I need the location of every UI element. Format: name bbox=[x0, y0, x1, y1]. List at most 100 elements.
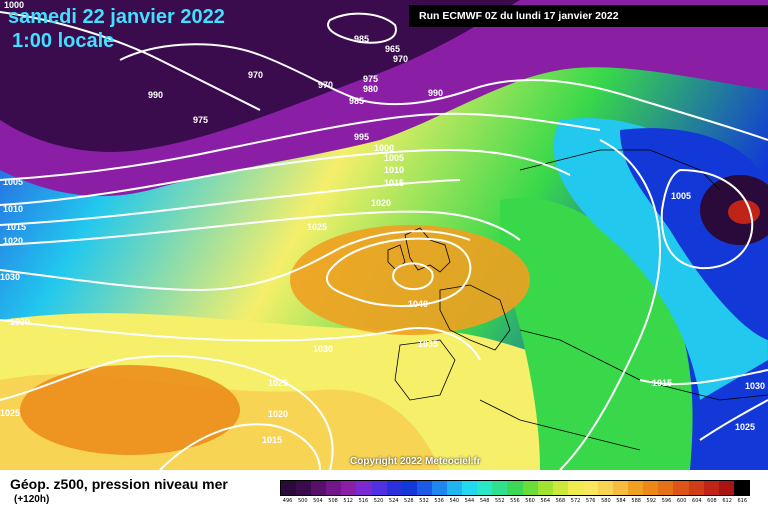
legend-tick: 616 bbox=[737, 498, 748, 504]
legend-tick: 588 bbox=[631, 498, 641, 504]
legend-tick: 568 bbox=[555, 498, 566, 504]
legend-swatch bbox=[597, 481, 614, 495]
legend-tick: 504 bbox=[313, 498, 323, 504]
legend-tick: 500 bbox=[297, 498, 308, 504]
legend-tick: 552 bbox=[494, 498, 505, 504]
legend-tick: 540 bbox=[449, 498, 460, 504]
legend-tick: 532 bbox=[419, 498, 429, 504]
legend-swatch bbox=[522, 481, 538, 495]
legend-swatch bbox=[311, 481, 327, 495]
legend-tick: 580 bbox=[601, 498, 611, 504]
legend-swatch bbox=[703, 481, 719, 495]
warm-core-west bbox=[20, 365, 240, 455]
legend-tick: 508 bbox=[328, 498, 338, 504]
isobar-labels: 1000 985 965 970 970 970 990 975 975 980… bbox=[0, 0, 765, 445]
legend-swatch bbox=[386, 481, 402, 495]
legend-swatch bbox=[537, 481, 553, 495]
legend-swatch bbox=[431, 481, 448, 495]
color-scale-legend: 496 500 504 508 512 516 520 524 528 532 536 540 544 5… bbox=[280, 480, 750, 508]
isobar-label: 1010 bbox=[3, 204, 23, 214]
legend-tick: 564 bbox=[540, 498, 550, 504]
legend-swatch bbox=[552, 481, 568, 495]
isobar-label: 965 bbox=[385, 44, 400, 54]
isobar-label: 1035 bbox=[418, 339, 438, 349]
legend-tick: 496 bbox=[282, 498, 293, 504]
legend-swatch bbox=[582, 481, 598, 495]
isobar-label: 970 bbox=[248, 70, 263, 80]
isobar-label: 1015 bbox=[384, 178, 404, 188]
legend-tick: 576 bbox=[585, 498, 596, 504]
east-low-center bbox=[728, 200, 760, 224]
legend-swatch bbox=[733, 481, 749, 495]
isobar-label: 1015 bbox=[262, 435, 282, 445]
legend-swatch bbox=[356, 481, 372, 495]
legend-swatch bbox=[673, 481, 689, 495]
isobar-label: 1030 bbox=[745, 381, 765, 391]
isobar-label: 1005 bbox=[384, 153, 404, 163]
legend-tick: 536 bbox=[434, 498, 444, 504]
field-description: Géop. z500, pression niveau mer bbox=[10, 476, 228, 492]
isobar-label: 1025 bbox=[307, 222, 327, 232]
high-core bbox=[290, 225, 530, 335]
legend-tick: 592 bbox=[646, 498, 657, 504]
isobar-label: 1020 bbox=[371, 198, 391, 208]
legend-swatch bbox=[507, 481, 523, 495]
legend-swatch bbox=[688, 481, 704, 495]
legend-tick: 596 bbox=[661, 498, 672, 504]
isobar-label: 985 bbox=[354, 34, 369, 44]
isobar-label: 980 bbox=[363, 84, 378, 94]
lead-time: (+120h) bbox=[14, 494, 50, 505]
legend-swatch bbox=[447, 481, 463, 495]
isobar-label: 1040 bbox=[408, 299, 428, 309]
legend-tick: 520 bbox=[373, 498, 384, 504]
legend-swatch bbox=[718, 481, 734, 495]
legend-swatch bbox=[281, 481, 297, 495]
legend-swatch bbox=[341, 481, 357, 495]
isobar-label: 985 bbox=[349, 96, 364, 106]
legend-tick: 528 bbox=[404, 498, 414, 504]
legend-swatch bbox=[567, 481, 583, 495]
legend-tick: 516 bbox=[358, 498, 369, 504]
isobar-label: 1010 bbox=[384, 165, 404, 175]
isobar-label: 1000 bbox=[4, 0, 24, 10]
legend-tick: 584 bbox=[616, 498, 626, 504]
isobar-label: 970 bbox=[318, 80, 333, 90]
legend-tick: 600 bbox=[676, 498, 687, 504]
legend-swatch bbox=[658, 481, 674, 495]
legend-tick: 556 bbox=[510, 498, 520, 504]
legend-swatch bbox=[416, 481, 432, 495]
legend-swatch bbox=[401, 481, 417, 495]
legend-tick: 612 bbox=[722, 498, 732, 504]
legend-tick: 608 bbox=[707, 498, 717, 504]
legend-swatch bbox=[371, 481, 387, 495]
copyright-notice: Copyright 2022 Meteociel.fr bbox=[350, 456, 481, 467]
legend-swatch bbox=[492, 481, 508, 495]
isobar-label: 1030 bbox=[10, 317, 30, 327]
isobar-label: 975 bbox=[193, 115, 208, 125]
model-run-banner: Run ECMWF 0Z du lundi 17 janvier 2022 bbox=[409, 5, 768, 27]
legend-tick: 548 bbox=[479, 498, 490, 504]
isobar-label: 1000 bbox=[374, 143, 394, 153]
legend-tick: 560 bbox=[525, 498, 535, 504]
weather-map: 1000 985 965 970 970 970 990 975 975 980… bbox=[0, 0, 768, 470]
legend-swatch bbox=[462, 481, 478, 495]
isobar-label: 990 bbox=[428, 88, 443, 98]
legend-swatch bbox=[628, 481, 644, 495]
isobar-label: 1015 bbox=[652, 378, 672, 388]
isobar-label: 975 bbox=[363, 74, 378, 84]
legend-tick: 512 bbox=[343, 498, 353, 504]
isobar-label: 1030 bbox=[313, 344, 333, 354]
color-scale-bar bbox=[280, 480, 750, 496]
isobar-label: 1020 bbox=[268, 409, 288, 419]
legend-tick: 572 bbox=[570, 498, 581, 504]
isobar-label: 1005 bbox=[671, 191, 691, 201]
isobar-label: 1025 bbox=[268, 378, 288, 388]
isobar-label: 1025 bbox=[735, 422, 755, 432]
isobar-label: 995 bbox=[354, 132, 369, 142]
isobars bbox=[0, 11, 768, 470]
isobar-label: 1005 bbox=[3, 177, 23, 187]
forecast-date: samedi 22 janvier 2022 bbox=[8, 6, 225, 28]
map-footer: Géop. z500, pression niveau mer (+120h) … bbox=[0, 470, 768, 512]
isobar-label: 1015 bbox=[6, 222, 26, 232]
legend-swatch bbox=[326, 481, 342, 495]
